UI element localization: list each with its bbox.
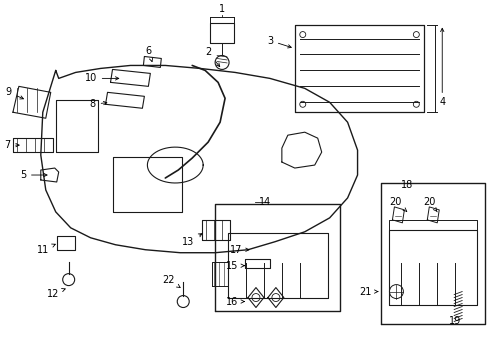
- Text: 21: 21: [359, 287, 377, 297]
- Text: 1: 1: [219, 4, 224, 14]
- Text: 3: 3: [266, 36, 291, 48]
- Text: 15: 15: [225, 261, 244, 271]
- Text: 8: 8: [89, 99, 106, 109]
- Text: 9: 9: [6, 87, 23, 99]
- Text: 22: 22: [162, 275, 180, 288]
- Text: 11: 11: [37, 244, 55, 255]
- Text: 16: 16: [225, 297, 244, 306]
- Text: 13: 13: [182, 234, 202, 247]
- Text: 19: 19: [448, 316, 460, 327]
- Text: 20: 20: [422, 197, 436, 212]
- Text: 17: 17: [229, 245, 248, 255]
- Text: 10: 10: [84, 73, 119, 84]
- Text: 18: 18: [401, 180, 413, 190]
- Text: 2: 2: [204, 48, 219, 67]
- Text: 7: 7: [4, 140, 19, 150]
- Text: 6: 6: [145, 45, 152, 62]
- Text: 20: 20: [388, 197, 406, 211]
- Text: 4: 4: [438, 97, 445, 107]
- Text: 12: 12: [46, 288, 65, 298]
- Text: 5: 5: [20, 170, 47, 180]
- Text: 14: 14: [258, 197, 270, 207]
